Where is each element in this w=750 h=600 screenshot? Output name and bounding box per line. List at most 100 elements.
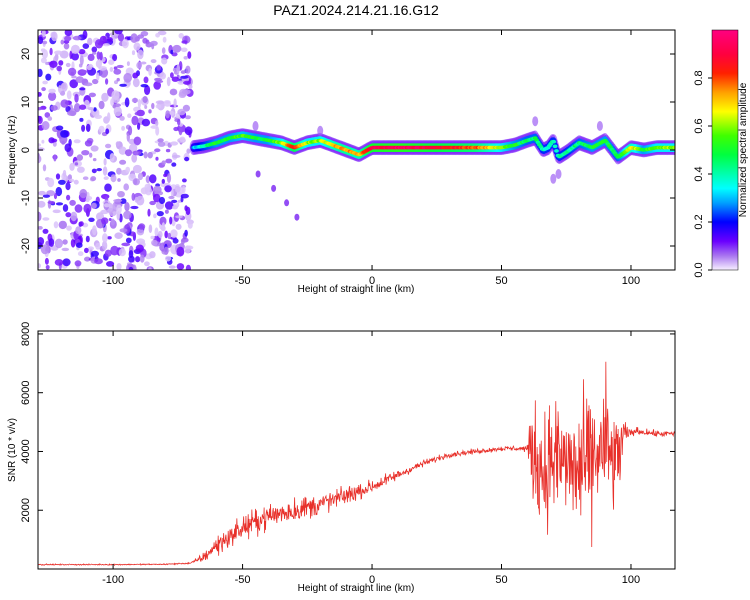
noise-blob: [58, 220, 67, 230]
noise-blob: [61, 247, 70, 252]
noise-blob: [132, 264, 137, 270]
noise-blob: [85, 235, 90, 243]
noise-blob: [93, 107, 97, 112]
noise-blob: [107, 112, 111, 122]
noise-blob: [66, 225, 72, 231]
noise-blob: [144, 183, 152, 191]
noise-blob: [72, 35, 82, 41]
noise-blob: [70, 211, 78, 222]
noise-blob: [38, 263, 41, 269]
noise-blob: [114, 232, 123, 239]
noise-blob: [118, 146, 127, 155]
noise-blob: [157, 141, 166, 147]
noise-blob: [117, 178, 121, 182]
noise-blob: [131, 192, 136, 201]
noise-blob: [113, 199, 123, 203]
noise-blob: [47, 177, 55, 188]
noise-blob: [181, 40, 188, 44]
noise-blob: [76, 242, 83, 248]
noise-blob: [114, 80, 118, 85]
noise-blob: [76, 154, 84, 161]
noise-blob: [56, 65, 62, 72]
noise-blob: [79, 87, 86, 91]
noise-blob: [124, 97, 130, 108]
noise-blob: [184, 126, 193, 136]
noise-blob: [71, 75, 77, 79]
noise-blob: [121, 125, 125, 131]
noise-blob: [88, 92, 96, 98]
noise-blob: [46, 190, 55, 197]
noise-blob: [145, 175, 151, 184]
noise-blob: [87, 53, 95, 62]
noise-blob: [38, 154, 42, 164]
noise-blob: [159, 72, 166, 80]
noise-blob: [55, 202, 64, 206]
noise-blob: [155, 156, 159, 161]
noise-blob: [41, 139, 45, 144]
spectrogram-y-tick-label: -20: [20, 238, 32, 254]
noise-blob: [161, 222, 166, 231]
noise-blob: [131, 50, 136, 56]
noise-blob: [163, 101, 172, 107]
noise-blob: [63, 42, 70, 50]
noise-blob: [178, 33, 184, 39]
noise-blob: [89, 152, 93, 158]
noise-blob: [161, 47, 166, 54]
noise-blob: [119, 228, 128, 233]
noise-blob: [122, 39, 129, 49]
noise-blob: [49, 60, 58, 68]
noise-blob: [181, 186, 186, 194]
noise-blob: [167, 232, 172, 240]
noise-blob: [161, 57, 168, 65]
noise-blob: [130, 33, 138, 43]
spectrogram-y-tick-label: -10: [20, 190, 32, 206]
noise-blob: [87, 246, 95, 251]
noise-blob: [62, 204, 69, 212]
ridge-core: [551, 139, 557, 144]
noise-blob: [110, 98, 114, 106]
noise-blob: [92, 78, 99, 85]
noise-blob: [170, 141, 179, 146]
noise-blob: [116, 167, 122, 175]
noise-blob: [102, 233, 108, 243]
noise-blob: [38, 237, 45, 246]
noise-blob: [74, 204, 83, 213]
noise-blob: [70, 44, 80, 55]
spectrogram-y-axis-label: Frequency (Hz): [7, 116, 18, 185]
noise-blob: [42, 164, 47, 172]
noise-blob: [83, 203, 92, 214]
noise-blob: [38, 200, 46, 208]
secondary-trace-point: [271, 184, 277, 192]
noise-blob: [74, 103, 81, 113]
noise-blob: [178, 127, 183, 136]
noise-blob: [125, 166, 131, 174]
noise-blob: [123, 72, 132, 83]
noise-blob: [151, 43, 155, 50]
noise-blob: [79, 55, 84, 66]
noise-blob: [123, 210, 132, 220]
noise-blob: [51, 31, 58, 42]
noise-blob: [144, 105, 148, 109]
noise-blob: [176, 263, 185, 270]
noise-blob: [88, 217, 95, 222]
colorbar-tick-label: 0.8: [693, 70, 705, 85]
noise-blob: [58, 85, 62, 94]
snr-x-tick-label: 0: [369, 574, 375, 586]
noise-blob: [165, 148, 171, 153]
noise-blob: [161, 178, 165, 184]
noise-blob: [170, 49, 174, 55]
noise-blob: [136, 228, 145, 236]
noise-blob: [184, 205, 188, 212]
noise-blob: [125, 81, 131, 86]
noise-blob: [169, 216, 173, 225]
noise-blob: [79, 117, 84, 122]
noise-blob: [90, 202, 97, 209]
spectrogram-x-tick-label: 0: [369, 275, 375, 287]
colorbar-label: Normalized spectral amplitude: [738, 82, 749, 217]
noise-blob: [169, 88, 178, 96]
noise-blob: [94, 114, 102, 120]
noise-blob: [68, 178, 75, 183]
